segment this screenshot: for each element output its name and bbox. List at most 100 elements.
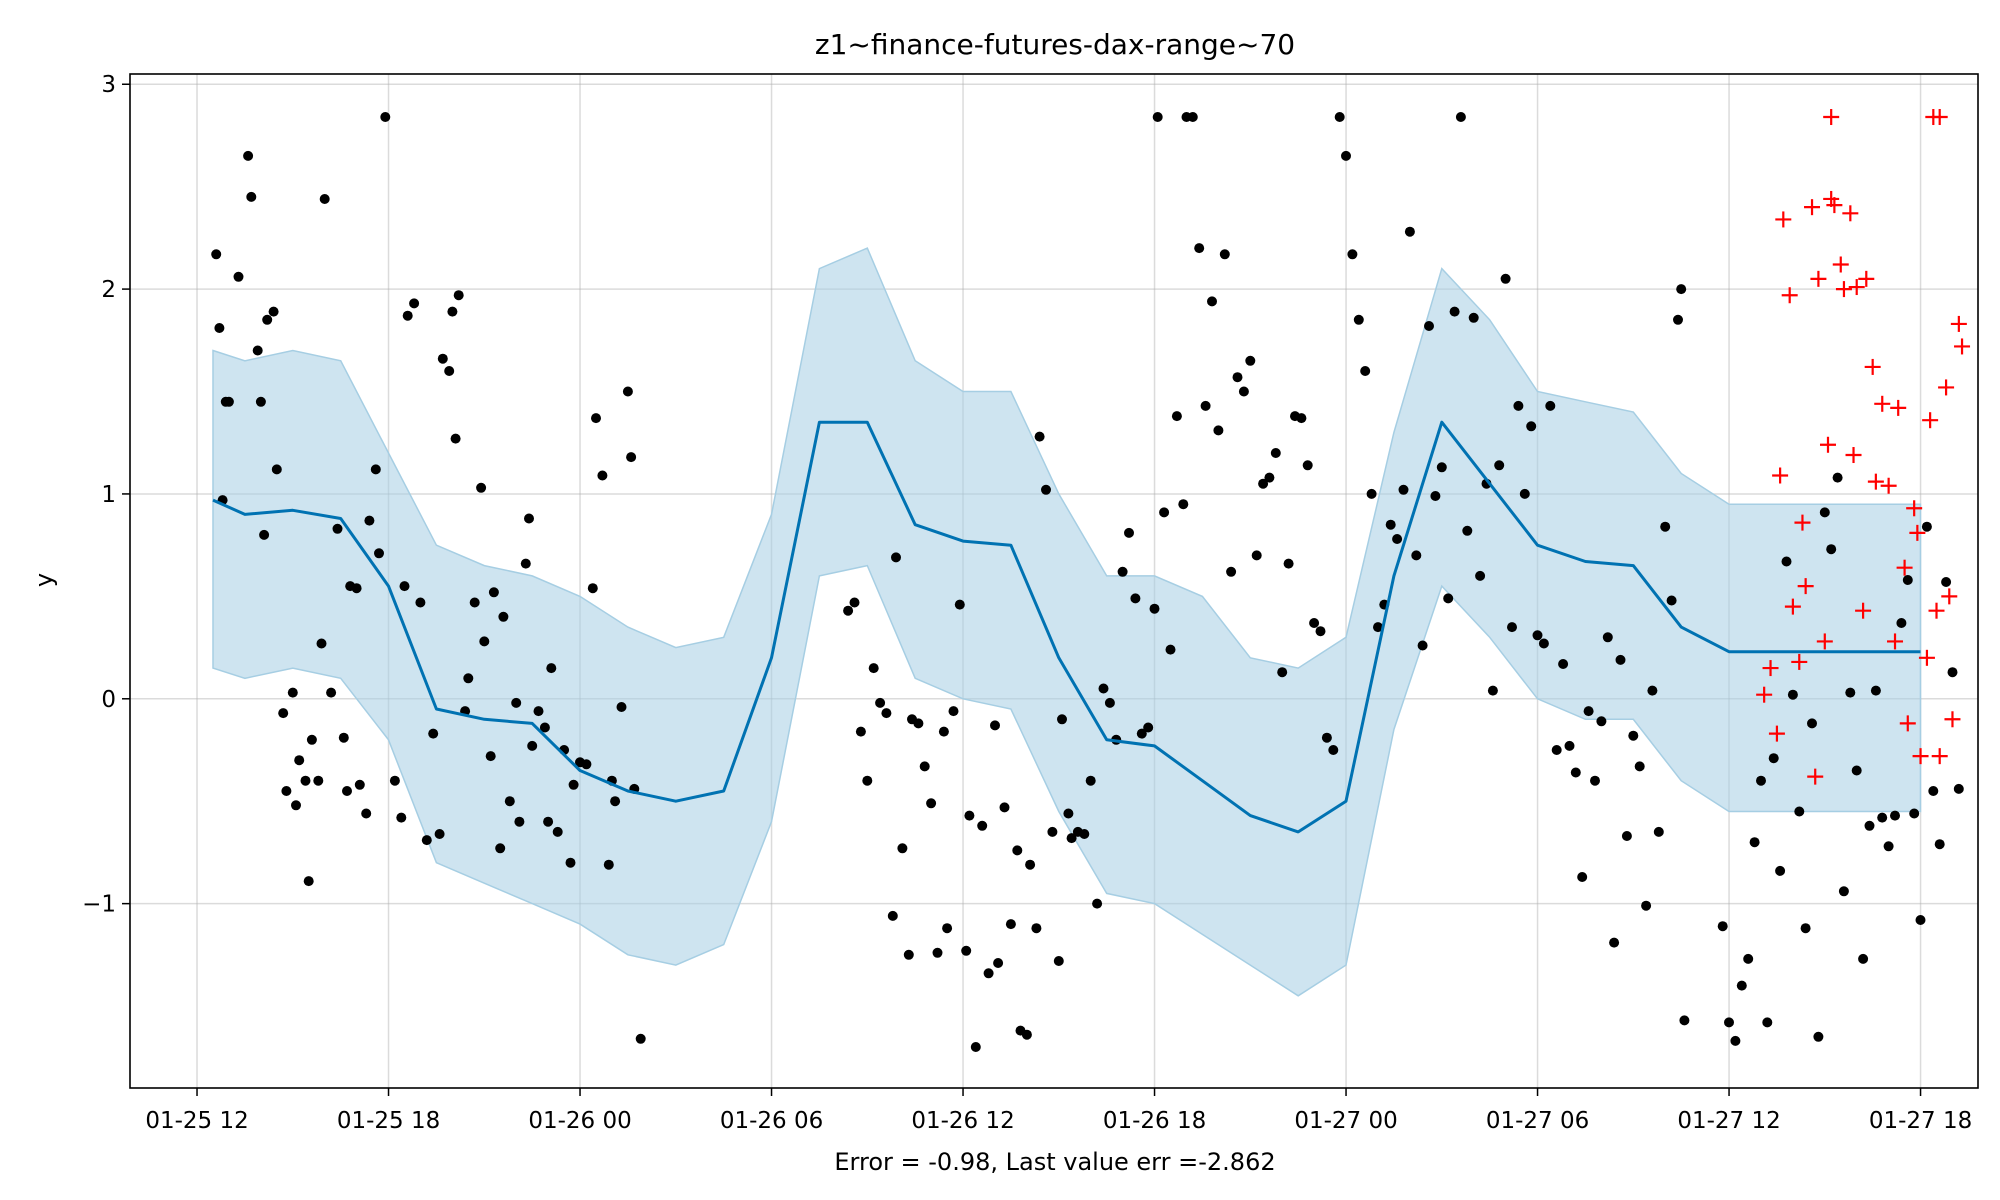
observed-point (1800, 923, 1811, 934)
observed-point (1596, 716, 1607, 727)
observed-point (1171, 411, 1182, 422)
observed-point (1053, 956, 1064, 966)
observed-point (1200, 400, 1211, 411)
observed-point (255, 396, 266, 407)
future-point (1826, 197, 1843, 214)
observed-point (919, 761, 930, 772)
observed-point (1117, 566, 1128, 577)
future-point (1909, 524, 1926, 541)
future-point (1845, 447, 1862, 464)
observed-point (1781, 556, 1792, 567)
observed-point (1807, 718, 1817, 729)
observed-point (504, 796, 515, 807)
observed-point (338, 732, 349, 743)
observed-point (1098, 683, 1109, 694)
observed-point (1570, 767, 1581, 778)
observed-point (488, 587, 499, 598)
future-point (1918, 649, 1935, 666)
y-axis-ticks: −1 0 1 2 3 (82, 72, 130, 918)
y-axis-label: y (30, 573, 58, 587)
observed-point (1092, 898, 1103, 909)
x-axis-ticks: 01-25 12 01-25 18 01-26 00 01-26 06 01-26 12… (145, 1088, 1972, 1134)
observed-point (1921, 521, 1932, 532)
observed-point (1838, 886, 1849, 897)
plot-frame (129, 73, 1979, 1089)
observed-point (233, 271, 244, 282)
future-point (1858, 270, 1875, 287)
observed-point (476, 482, 487, 493)
observed-point (316, 638, 327, 649)
observed-point (1743, 953, 1754, 964)
observed-point (552, 826, 563, 837)
observed-point (453, 290, 464, 301)
observed-point (1245, 355, 1256, 366)
observed-point (281, 786, 292, 796)
observed-point (1513, 400, 1524, 411)
observed-point (1870, 685, 1881, 696)
observed-point (1494, 460, 1505, 471)
observed-point (546, 663, 557, 674)
observed-point (1136, 728, 1147, 739)
observed-point (1653, 826, 1664, 837)
observed-point (1526, 421, 1537, 432)
future-point (1950, 315, 1967, 332)
observed-point (520, 558, 531, 569)
observed-point (1041, 484, 1051, 495)
observed-point (319, 194, 330, 204)
observed-point (533, 706, 544, 717)
observed-point (983, 968, 994, 979)
observed-point (1641, 900, 1652, 911)
observed-point (1679, 1015, 1690, 1026)
observed-point (313, 775, 324, 786)
observed-point (469, 597, 480, 608)
future-point (1954, 338, 1971, 355)
observed-point (1194, 243, 1205, 254)
observed-point (1213, 425, 1224, 436)
future-point (1912, 748, 1929, 765)
observed-point (1334, 112, 1345, 122)
observed-point (603, 859, 614, 870)
future-point (1797, 578, 1814, 595)
x-axis-label: Error = -0.98, Last value err =-2.862 (834, 1148, 1275, 1176)
observed-point (913, 718, 924, 729)
observed-point (450, 433, 461, 444)
observed-point (1057, 714, 1067, 725)
observed-point (862, 775, 873, 786)
future-point (1784, 598, 1801, 615)
observed-point (591, 413, 601, 424)
observed-point (1813, 1031, 1824, 1042)
observed-point (1321, 732, 1332, 743)
chart-title: z1~finance-futures-dax-range~70 (815, 28, 1295, 61)
observed-point (942, 923, 953, 934)
future-point (1775, 211, 1792, 228)
observed-point (1647, 685, 1658, 696)
observed-point (1851, 765, 1862, 776)
observed-point (1762, 1017, 1773, 1028)
future-point (1855, 602, 1872, 619)
observed-point (262, 314, 273, 325)
observed-point (1877, 812, 1888, 823)
observed-point (903, 949, 914, 960)
observed-point (1538, 638, 1549, 649)
observed-point (1519, 488, 1530, 499)
observed-point (1149, 603, 1160, 614)
observed-point (1130, 593, 1141, 604)
future-point (1791, 653, 1808, 670)
observed-point (881, 708, 892, 719)
observed-point (306, 734, 317, 745)
observed-point (1941, 577, 1952, 587)
observed-point (428, 728, 439, 739)
observed-point (1411, 550, 1422, 561)
observed-points (211, 112, 1964, 1052)
observed-point (891, 552, 901, 563)
observed-point (1063, 808, 1074, 819)
future-point (1781, 287, 1798, 304)
observed-point (1717, 921, 1728, 932)
observed-point (1165, 644, 1176, 655)
forecast-line (212, 420, 1921, 834)
observed-point (635, 1033, 646, 1044)
future-point (1864, 358, 1881, 375)
observed-point (1031, 923, 1042, 934)
observed-point (1953, 783, 1964, 794)
